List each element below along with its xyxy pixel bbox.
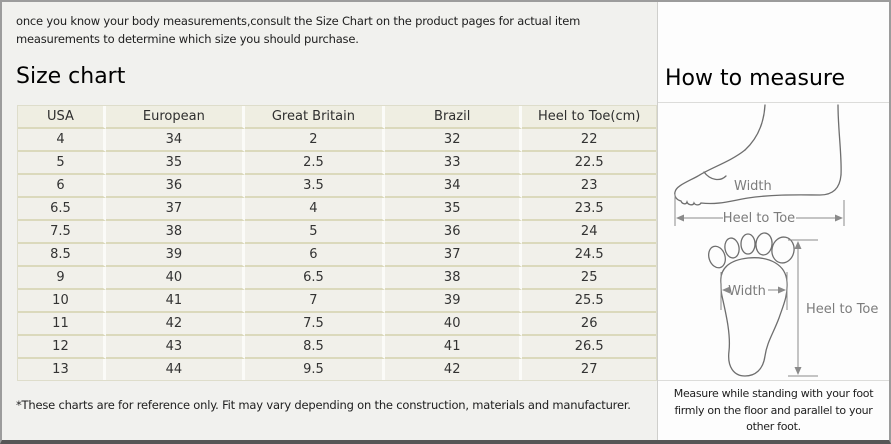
- size-table-cell: 5: [244, 221, 385, 244]
- size-table-cell: 40: [384, 313, 523, 336]
- size-table-cell: 35: [105, 152, 245, 175]
- divider-line: [658, 102, 889, 103]
- size-table-cell: 23: [522, 175, 656, 198]
- sole-heel-to-toe-label: Heel to Toe: [806, 302, 878, 317]
- how-to-measure-title: How to measure: [665, 66, 846, 91]
- size-table-cell: 10: [18, 290, 106, 313]
- size-table-cell: 26.5: [522, 336, 656, 359]
- side-heel-to-toe-label: Heel to Toe: [723, 211, 795, 226]
- size-table-cell: 27: [522, 359, 656, 380]
- size-table-cell: 6: [244, 244, 385, 267]
- size-table-cell: 6: [18, 175, 106, 198]
- size-chart-table: USA European Great Britain Brazil Heel to To…: [17, 105, 657, 381]
- intro-text: once you know your body measurements,con…: [16, 14, 581, 46]
- size-table-row: 6 36 3.5 34 23: [18, 175, 656, 198]
- foot-side-view-illustration: Width Heel to Toe: [674, 104, 845, 226]
- size-table-cell: 33: [384, 152, 523, 175]
- how-to-measure-section: How to measure Width Heel to Toe: [658, 2, 889, 440]
- size-table-cell: 2: [244, 129, 385, 152]
- size-table-cell: 7.5: [244, 313, 385, 336]
- size-table-cell: 42: [384, 359, 523, 380]
- measure-footnote: Measure while standing with your foot fi…: [673, 387, 874, 433]
- size-table-body: 4 34 2 32 22 5 35 2.5 33 22.5 6 36 3.5 34 23 6.5 37 4 35 23…: [18, 129, 656, 380]
- size-table-cell: 38: [384, 267, 523, 290]
- size-table-cell: 42: [105, 313, 245, 336]
- size-table-header-row: USA European Great Britain Brazil Heel to To…: [18, 106, 656, 129]
- size-table-cell: 41: [384, 336, 523, 359]
- size-table-cell: 24: [522, 221, 656, 244]
- size-table-cell: 4: [244, 198, 385, 221]
- size-table-cell: 12: [18, 336, 106, 359]
- size-table-cell: 6.5: [244, 267, 385, 290]
- size-table-cell: 40: [105, 267, 245, 290]
- size-table-column-header: Great Britain: [244, 106, 385, 129]
- size-table-column-header: European: [105, 106, 245, 129]
- size-table-cell: 37: [384, 244, 523, 267]
- size-table-cell: 8.5: [18, 244, 106, 267]
- size-table-cell: 5: [18, 152, 106, 175]
- size-table-cell: 39: [384, 290, 523, 313]
- size-table-row: 9 40 6.5 38 25: [18, 267, 656, 290]
- size-table-cell: 6.5: [18, 198, 106, 221]
- reference-footnote: *These charts are for reference only. Fi…: [16, 398, 631, 412]
- size-table-row: 4 34 2 32 22: [18, 129, 656, 152]
- size-table-cell: 37: [105, 198, 245, 221]
- size-table-cell: 22.5: [522, 152, 656, 175]
- size-table-cell: 35: [384, 198, 523, 221]
- size-table-cell: 44: [105, 359, 245, 380]
- size-table-row: 12 43 8.5 41 26.5: [18, 336, 656, 359]
- size-table-cell: 23.5: [522, 198, 656, 221]
- size-table-cell: 7: [244, 290, 385, 313]
- divider-line: [658, 380, 889, 381]
- side-width-label: Width: [734, 179, 772, 194]
- size-table-cell: 39: [105, 244, 245, 267]
- size-table-cell: 34: [105, 129, 245, 152]
- size-table-cell: 43: [105, 336, 245, 359]
- size-table-cell: 38: [105, 221, 245, 244]
- size-table-column-header: Heel to Toe(cm): [522, 106, 656, 129]
- size-table-cell: 36: [105, 175, 245, 198]
- size-table-cell: 34: [384, 175, 523, 198]
- size-table-row: 11 42 7.5 40 26: [18, 313, 656, 336]
- size-table-cell: 9: [18, 267, 106, 290]
- size-table-cell: 32: [384, 129, 523, 152]
- size-table-cell: 24.5: [522, 244, 656, 267]
- size-table-row: 6.5 37 4 35 23.5: [18, 198, 656, 221]
- size-table-row: 5 35 2.5 33 22.5: [18, 152, 656, 175]
- size-table-cell: 3.5: [244, 175, 385, 198]
- size-chart-title: Size chart: [16, 64, 126, 89]
- size-table-cell: 2.5: [244, 152, 385, 175]
- size-table-cell: 13: [18, 359, 106, 380]
- size-table-cell: 25: [522, 267, 656, 290]
- size-table-cell: 26: [522, 313, 656, 336]
- size-table-row: 10 41 7 39 25.5: [18, 290, 656, 313]
- size-table-cell: 25.5: [522, 290, 656, 313]
- size-table-row: 7.5 38 5 36 24: [18, 221, 656, 244]
- size-table-cell: 8.5: [244, 336, 385, 359]
- size-table-cell: 9.5: [244, 359, 385, 380]
- size-table-cell: 22: [522, 129, 656, 152]
- size-table-row: 8.5 39 6 37 24.5: [18, 244, 656, 267]
- size-table-cell: 36: [384, 221, 523, 244]
- size-table-column-header: USA: [18, 106, 106, 129]
- size-table-cell: 41: [105, 290, 245, 313]
- foot-sole-view-illustration: Width Heel to Toe: [708, 232, 878, 377]
- sole-width-label: Width: [728, 284, 766, 299]
- size-table-row: 13 44 9.5 42 27: [18, 359, 656, 380]
- size-table-column-header: Brazil: [384, 106, 523, 129]
- size-chart-section: once you know your body measurements,con…: [2, 2, 658, 440]
- size-table-cell: 7.5: [18, 221, 106, 244]
- size-table-cell: 4: [18, 129, 106, 152]
- size-table-cell: 11: [18, 313, 106, 336]
